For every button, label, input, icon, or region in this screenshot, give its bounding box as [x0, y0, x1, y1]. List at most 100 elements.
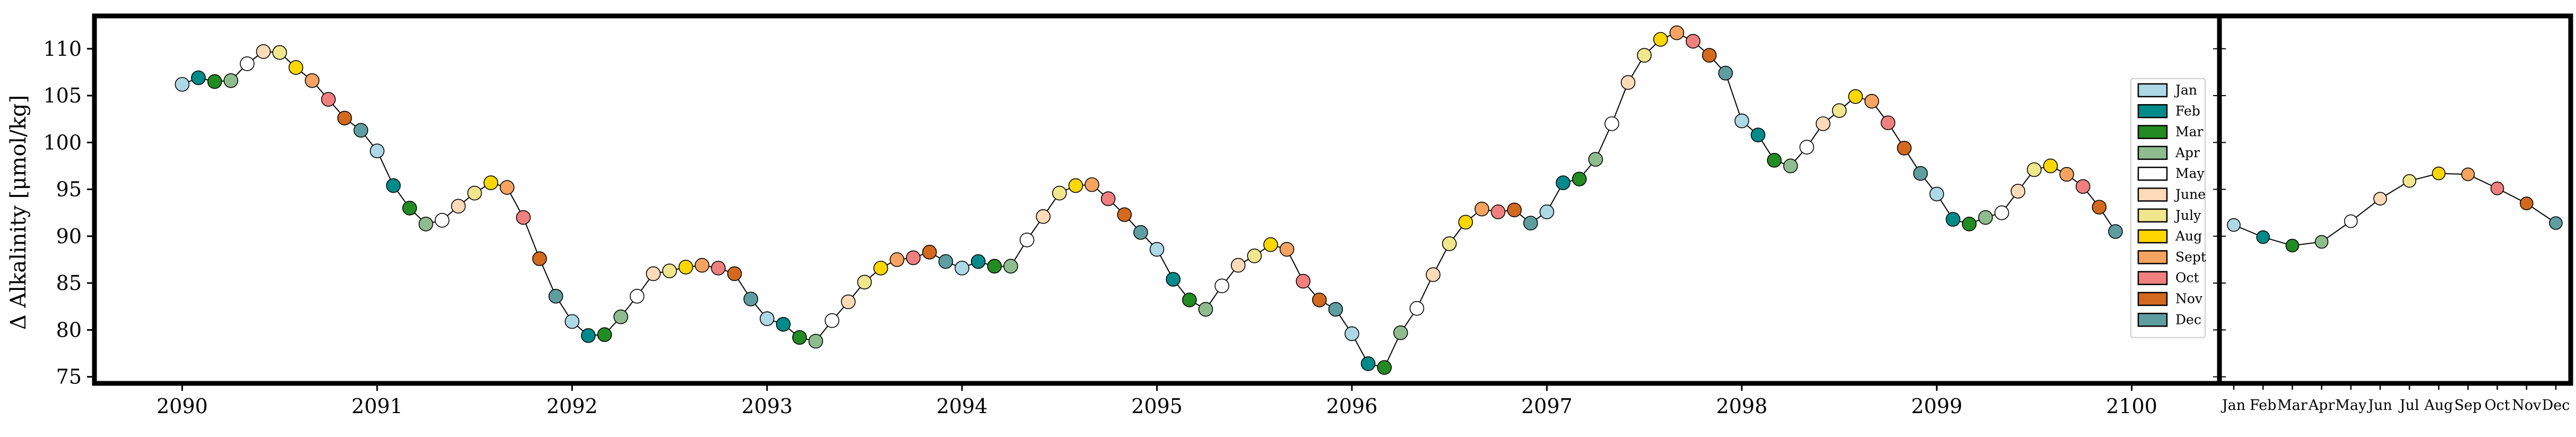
inset-x-tick-label: Apr [2308, 397, 2335, 414]
legend-swatch [2137, 187, 2168, 202]
data-point [1734, 113, 1749, 128]
data-point [1994, 205, 2009, 220]
legend-swatch [2137, 208, 2168, 223]
data-point [207, 74, 222, 89]
data-point [1490, 204, 1506, 219]
data-point [532, 251, 547, 267]
data-point [1799, 140, 1815, 155]
data-point [516, 210, 531, 225]
data-point [1702, 48, 1717, 63]
data-point [565, 314, 580, 329]
data-point [857, 275, 872, 290]
data-point [825, 313, 839, 328]
data-point [402, 201, 417, 216]
data-point [240, 56, 255, 71]
data-point [2092, 200, 2107, 215]
legend: Jan Feb Mar Apr May June July Aug Sept Oct Nov Dec [2130, 78, 2206, 338]
y-tick-label: 90 [56, 225, 82, 248]
inset-x-tick-label: Aug [2424, 397, 2453, 414]
data-point [223, 73, 239, 88]
data-point [1475, 201, 1489, 217]
data-point [1556, 175, 1571, 191]
x-tick-label: 2096 [1326, 395, 1378, 418]
legend-swatch [2137, 250, 2168, 264]
inset-data-point [2461, 167, 2475, 182]
x-tick-label: 2099 [1911, 395, 1963, 418]
data-point [759, 311, 775, 326]
data-point [2043, 158, 2058, 174]
legend-label: July [2174, 208, 2201, 223]
data-point [1036, 209, 1051, 224]
data-point [970, 254, 986, 269]
data-point [1003, 259, 1018, 274]
legend-swatch [2137, 292, 2168, 306]
x-tick-label: 2097 [1521, 395, 1573, 418]
data-point [1653, 32, 1668, 47]
data-point [451, 199, 466, 214]
data-point [1279, 242, 1295, 257]
data-point [1360, 356, 1376, 371]
data-point [1669, 25, 1685, 40]
legend-label: Sept [2175, 249, 2206, 264]
data-point [743, 292, 758, 306]
legend-swatch [2137, 229, 2168, 244]
data-point [1393, 325, 1408, 340]
main-plot-frame [92, 13, 2222, 386]
inset-x-tick-label: Sep [2454, 397, 2482, 414]
data-point [1377, 360, 1392, 375]
inset-data-point [2314, 235, 2329, 249]
data-point [1117, 207, 1132, 222]
data-point [1604, 116, 1619, 131]
data-point [2108, 224, 2123, 239]
y-tick-label: 110 [43, 37, 82, 61]
data-point [1198, 302, 1213, 317]
inset-x-tick-label: Oct [2485, 397, 2510, 414]
inset-x-tick-label: Feb [2250, 397, 2277, 414]
data-point [548, 289, 563, 304]
y-tick-label: 95 [56, 178, 82, 201]
x-tick-label: 2093 [741, 395, 793, 418]
climatology-plot: Jan Feb Mar Apr May Jun Jul Aug Sep Oct Nov Dec [2217, 13, 2573, 414]
data-point [288, 60, 303, 75]
data-point [321, 92, 336, 107]
data-point [1149, 242, 1165, 257]
data-point [1166, 272, 1181, 287]
data-point [1442, 236, 1457, 251]
data-point [581, 328, 596, 343]
data-point [1068, 178, 1083, 193]
data-point [1637, 48, 1652, 63]
legend-label: May [2175, 166, 2205, 181]
data-point [938, 254, 953, 269]
legend-label: June [2174, 187, 2206, 202]
legend-label: Feb [2175, 103, 2200, 118]
data-point [1458, 215, 1473, 230]
data-point [955, 261, 969, 276]
inset-x-tick-label: Mar [2277, 397, 2308, 414]
data-point [1507, 202, 1522, 218]
x-tick-label: 2090 [157, 395, 208, 418]
data-point [808, 333, 823, 349]
inset-x-tick-label: Jun [2366, 397, 2392, 414]
inset-data-point [2256, 230, 2270, 244]
x-tick-label: 2098 [1716, 395, 1767, 418]
data-point [776, 316, 791, 332]
series-line [181, 32, 2116, 369]
inset-data-point [2549, 216, 2563, 230]
legend-label: Oct [2175, 270, 2199, 286]
data-point [1230, 258, 1246, 273]
inset-data-point [2402, 174, 2416, 188]
y-tick-label: 80 [56, 318, 82, 341]
legend-label: Mar [2175, 124, 2204, 140]
data-point [1019, 233, 1035, 247]
data-point [2059, 167, 2074, 182]
data-point [1816, 116, 1831, 131]
data-point [2075, 179, 2091, 194]
data-point [1215, 278, 1229, 294]
data-point [1312, 293, 1327, 307]
data-point [1247, 249, 1262, 263]
legend-label: Jan [2174, 82, 2197, 98]
data-point [906, 250, 921, 265]
data-point [1409, 301, 1425, 316]
data-point [710, 261, 726, 276]
